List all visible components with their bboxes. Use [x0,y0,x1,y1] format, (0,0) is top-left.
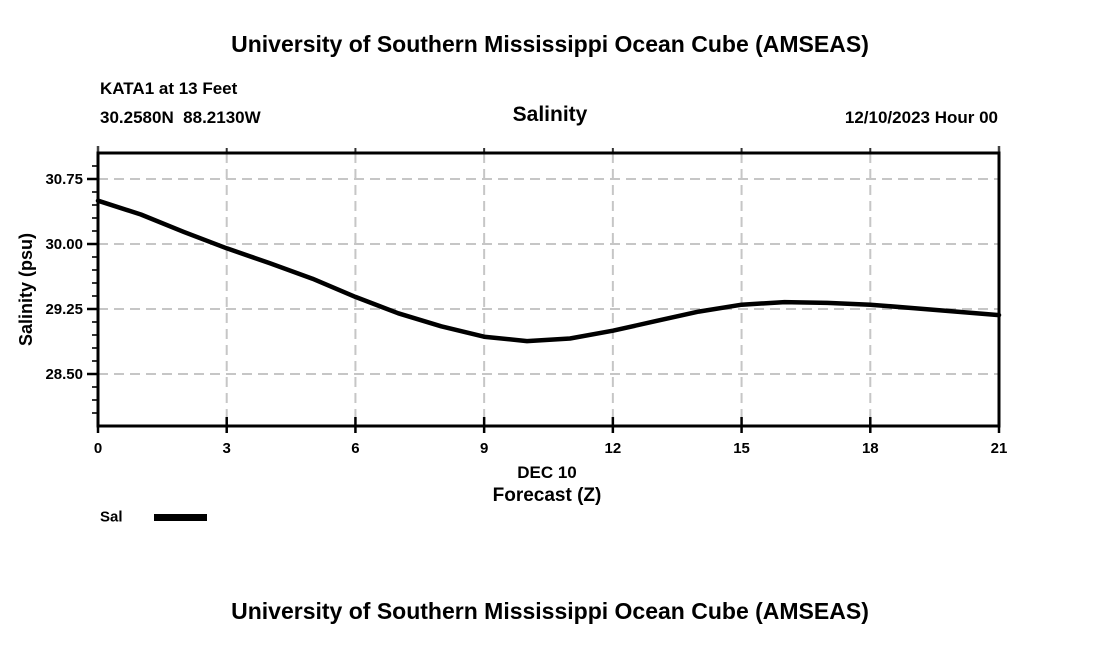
y-tick-label: 29.25 [45,301,83,318]
footer-title: University of Southern Mississippi Ocean… [231,598,869,624]
x-tick-label: 15 [733,440,750,457]
x-tick-label: 0 [94,440,102,457]
datetime-label: 12/10/2023 Hour 00 [844,108,998,127]
page-title: University of Southern Mississippi Ocean… [231,31,869,57]
y-tick-label: 30.75 [45,171,83,188]
y-tick-label: 30.00 [45,236,83,253]
x-tick-label: 21 [991,440,1008,457]
coordinates-label: 30.2580N 88.2130W [100,108,261,127]
x-tick-label: 9 [480,440,488,457]
axes-group: 30.75 30.00 29.25 28.50 0 3 6 9 12 15 18 21 [45,146,1007,457]
x-axis-label: Forecast (Z) [493,485,602,506]
x-tick-label: 6 [351,440,359,457]
gridlines-group [98,153,999,426]
data-line-sal [95,198,1002,344]
legend: Sal [100,508,207,528]
x-tick-label: 12 [605,440,622,457]
x-tick-label: 18 [862,440,879,457]
station-label: KATA1 at 13 Feet [100,79,238,98]
legend-line-swatch [153,514,207,522]
series-group [95,198,1002,344]
y-axis-label: Salinity (psu) [16,233,36,346]
x-tick-label: 3 [223,440,231,457]
y-tick-label: 28.50 [45,366,83,383]
plot-title: Salinity [512,103,588,126]
x-axis-label-date: DEC 10 [517,463,577,482]
plot-frame [96,151,1001,428]
legend-label: Sal [100,508,123,526]
